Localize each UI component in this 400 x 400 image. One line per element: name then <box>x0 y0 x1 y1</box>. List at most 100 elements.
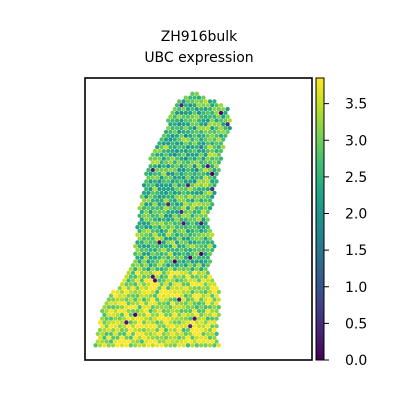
spot <box>201 209 206 215</box>
spot <box>183 171 188 176</box>
spot <box>203 160 208 165</box>
spot <box>177 259 182 264</box>
spot <box>122 293 127 298</box>
spot <box>177 175 182 180</box>
spot <box>205 270 210 276</box>
spot <box>161 202 166 207</box>
spot <box>161 324 166 329</box>
spot <box>146 228 151 234</box>
spot <box>194 236 199 241</box>
spot <box>190 213 195 218</box>
spot <box>177 343 182 348</box>
spot <box>185 205 191 211</box>
spot <box>152 247 158 253</box>
spot <box>144 186 149 192</box>
spot <box>152 270 158 276</box>
spot <box>137 274 142 279</box>
spot <box>146 190 151 196</box>
spot <box>163 145 169 150</box>
spot <box>177 289 182 295</box>
spot <box>157 301 162 306</box>
spot <box>177 327 182 333</box>
spot <box>128 335 133 340</box>
spot <box>179 270 184 276</box>
spot <box>196 194 202 199</box>
spot <box>183 270 188 276</box>
spot <box>194 167 199 173</box>
spot <box>183 308 188 314</box>
spot <box>146 343 151 348</box>
spots-layer <box>93 91 232 348</box>
spot <box>126 331 131 337</box>
spot <box>159 244 164 249</box>
spot <box>174 217 180 222</box>
spot <box>128 343 133 348</box>
spot <box>203 320 208 325</box>
spot <box>214 110 219 116</box>
spot <box>201 186 206 192</box>
spot <box>221 106 226 112</box>
spot <box>194 198 199 203</box>
spot <box>192 118 197 123</box>
spot <box>205 103 210 108</box>
spot <box>181 305 186 310</box>
spot <box>168 183 173 188</box>
spot <box>203 129 208 135</box>
spot <box>194 183 199 188</box>
spot <box>168 152 173 157</box>
spot <box>210 232 215 237</box>
spot <box>150 152 155 157</box>
spot <box>174 141 180 146</box>
spot <box>221 122 226 127</box>
spot <box>199 228 204 234</box>
spot <box>157 240 162 245</box>
spot <box>111 327 116 333</box>
spot <box>166 202 171 207</box>
spot <box>192 133 197 138</box>
spot <box>155 236 160 241</box>
spot <box>172 106 177 112</box>
spot <box>166 285 171 291</box>
spot <box>174 118 180 123</box>
spot <box>152 202 158 207</box>
spot <box>155 320 160 325</box>
spot <box>157 255 162 260</box>
spot <box>106 297 111 302</box>
spot <box>163 221 169 226</box>
spot <box>183 278 188 283</box>
spot <box>181 175 186 180</box>
spot <box>205 194 210 199</box>
spot <box>133 335 138 340</box>
spot <box>128 282 133 287</box>
spot <box>113 324 118 329</box>
spot <box>199 251 204 256</box>
spot <box>130 263 136 268</box>
spot <box>113 293 118 298</box>
spot <box>133 282 138 287</box>
spot <box>183 240 188 245</box>
spot <box>148 202 153 207</box>
spot <box>199 99 204 104</box>
spot <box>192 308 197 314</box>
spot <box>190 190 195 196</box>
spot <box>172 282 177 287</box>
spot <box>196 316 202 321</box>
spot <box>106 312 111 317</box>
spot <box>130 331 136 337</box>
spot <box>100 308 105 314</box>
spot <box>126 301 131 306</box>
spot <box>166 164 171 169</box>
spot <box>159 183 164 188</box>
spot <box>155 312 160 317</box>
spot <box>199 282 204 287</box>
spot <box>102 320 107 325</box>
spot <box>102 305 107 310</box>
spot <box>135 331 140 337</box>
spot <box>115 343 120 348</box>
spot <box>188 209 193 215</box>
spot <box>210 293 215 298</box>
spot <box>188 125 193 131</box>
spot <box>174 247 180 253</box>
spot <box>190 312 195 317</box>
spot <box>150 335 155 340</box>
